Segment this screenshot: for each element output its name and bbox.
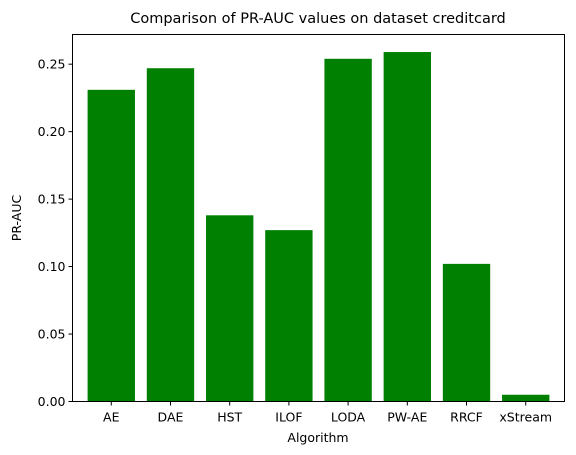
chart-title: Comparison of PR-AUC values on dataset c… bbox=[130, 11, 506, 27]
y-tick-label: 0.05 bbox=[38, 327, 66, 342]
bar-loda bbox=[324, 58, 372, 402]
bars-layer bbox=[87, 52, 550, 402]
x-tick-label: DAE bbox=[158, 410, 184, 425]
bar-ae bbox=[87, 89, 135, 402]
x-tick-label: HST bbox=[217, 410, 242, 425]
y-axis: 0.00 0.05 0.10 0.15 0.20 0.25 bbox=[38, 57, 73, 409]
x-tick-label: LODA bbox=[331, 410, 366, 425]
x-tick-label: ILOF bbox=[275, 410, 302, 425]
y-tick-label: 0.10 bbox=[38, 259, 66, 274]
bar-dae bbox=[146, 68, 195, 402]
bar-xstream bbox=[502, 394, 550, 402]
x-tick-label: xStream bbox=[499, 410, 552, 425]
y-tick-label: 0.20 bbox=[38, 124, 66, 139]
bar-hst bbox=[206, 215, 254, 402]
plot-frame bbox=[72, 34, 565, 402]
x-tick-label: PW-AE bbox=[387, 410, 427, 425]
y-axis-label: PR-AUC bbox=[9, 195, 24, 242]
x-tick-label: RRCF bbox=[450, 410, 483, 425]
y-tick-label: 0.25 bbox=[38, 57, 66, 72]
bar-pw-ae bbox=[383, 52, 431, 402]
bar-ilof bbox=[265, 230, 313, 402]
x-axis-label: Algorithm bbox=[287, 430, 348, 445]
x-tick-label: AE bbox=[103, 410, 120, 425]
y-tick-label: 0.15 bbox=[38, 192, 66, 207]
y-tick-label: 0.00 bbox=[38, 394, 66, 409]
x-axis: AE DAE HST ILOF LODA PW-AE RRCF xStream bbox=[103, 401, 552, 425]
bar-rrcf bbox=[442, 263, 491, 402]
